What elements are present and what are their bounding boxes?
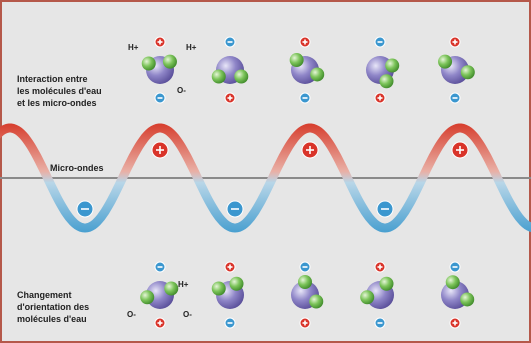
atom-label: O- xyxy=(127,310,136,319)
atom-label: H+ xyxy=(178,280,189,289)
hydrogen xyxy=(289,53,304,68)
molecule xyxy=(438,36,475,104)
wave xyxy=(0,123,531,233)
molecules xyxy=(140,36,475,329)
hydrogen xyxy=(229,276,244,291)
label-line: Interaction entre xyxy=(17,74,88,84)
hydrogen xyxy=(298,275,312,289)
atom-label: H+ xyxy=(186,43,197,52)
label-line: molécules d'eau xyxy=(17,314,87,324)
hydrogen xyxy=(234,69,249,84)
molecule xyxy=(141,36,177,104)
wave-label: Micro-ondes xyxy=(50,163,104,173)
hydrogen xyxy=(379,74,394,89)
hydrogen xyxy=(141,56,156,71)
hydrogen xyxy=(360,290,375,305)
label-line: d'orientation des xyxy=(17,302,89,312)
hydrogen xyxy=(379,276,394,291)
atom-label: H+ xyxy=(128,43,139,52)
hydrogen xyxy=(309,294,324,309)
hydrogen xyxy=(211,281,226,296)
molecule xyxy=(366,36,400,104)
molecule xyxy=(211,261,244,329)
molecule xyxy=(360,261,394,329)
hydrogen xyxy=(140,290,155,305)
atom-label: O- xyxy=(183,310,192,319)
hydrogen xyxy=(164,281,179,296)
label-line: Changement xyxy=(17,290,72,300)
molecule xyxy=(441,261,475,329)
molecule xyxy=(211,36,249,104)
wave-ribbon xyxy=(0,123,531,233)
hydrogen xyxy=(460,65,475,80)
molecule xyxy=(140,261,179,329)
hydrogen xyxy=(460,292,475,307)
atom-label: O- xyxy=(177,86,186,95)
label-line: et les micro-ondes xyxy=(17,98,97,108)
label-line: les molécules d'eau xyxy=(17,86,102,96)
hydrogen xyxy=(310,67,325,82)
hydrogen xyxy=(445,275,460,290)
molecule xyxy=(291,261,324,329)
hydrogen xyxy=(162,54,177,69)
hydrogen xyxy=(211,69,226,84)
molecule xyxy=(289,36,325,104)
hydrogen xyxy=(385,58,400,73)
hydrogen xyxy=(438,54,453,69)
